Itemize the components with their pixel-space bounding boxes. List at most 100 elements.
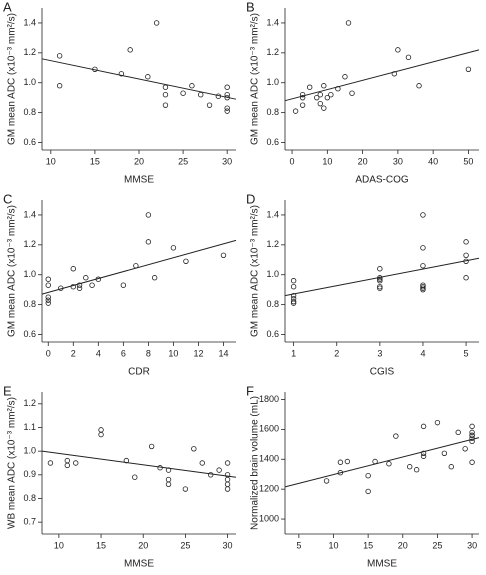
x-tick-label: 0 [46, 348, 51, 358]
panel-label: E [3, 383, 12, 398]
point [189, 83, 195, 89]
y-tick-label: 1.0 [23, 77, 36, 87]
point [45, 297, 51, 303]
x-tick-label: 10 [46, 156, 56, 166]
y-tick-label: 0.8 [23, 107, 36, 117]
point [462, 446, 468, 452]
point [455, 429, 461, 436]
x-tick-label: 25 [180, 540, 190, 550]
y-axis-label: GM mean ADC (x10⁻³ mm²/s) [7, 205, 18, 337]
point [469, 432, 475, 439]
point [70, 266, 76, 272]
point [58, 285, 64, 291]
trend-line [284, 437, 480, 488]
x-axis-label: MMSE [124, 559, 154, 570]
point [206, 102, 213, 108]
x-tick-label: 2 [71, 348, 76, 358]
point [162, 84, 169, 90]
point [198, 91, 204, 98]
point [420, 450, 427, 456]
point [386, 461, 392, 467]
point [47, 460, 54, 466]
point [420, 285, 426, 291]
y-tick-label: 1.4 [23, 17, 36, 27]
point [377, 285, 383, 291]
point [377, 275, 383, 281]
y-tick-label: 0.6 [23, 137, 36, 147]
point [290, 292, 297, 299]
point [45, 300, 51, 306]
point [292, 108, 299, 114]
y-tick-label: 0.8 [266, 107, 279, 117]
y-tick-label: 0.6 [23, 329, 36, 339]
point [132, 474, 138, 480]
x-axis-label: ADAS-COG [355, 175, 409, 186]
point [299, 102, 306, 108]
point [183, 258, 189, 264]
y-tick-label: 1.4 [266, 209, 279, 219]
point [377, 276, 383, 282]
y-tick-label: 0.6 [266, 329, 279, 339]
point [405, 54, 412, 61]
point [306, 84, 313, 90]
trend-line [284, 49, 480, 102]
point [118, 71, 125, 77]
point [224, 94, 230, 101]
x-tick-label: 10 [328, 540, 338, 550]
point [95, 276, 102, 282]
point [420, 263, 426, 269]
x-tick-label: 5 [296, 540, 301, 550]
point [45, 282, 51, 288]
point [420, 283, 426, 290]
point [64, 462, 71, 469]
point [317, 91, 323, 98]
x-tick-label: 10 [322, 156, 332, 166]
y-tick-label: 0.8 [23, 493, 36, 503]
point [224, 481, 231, 487]
x-tick-label: 10 [54, 540, 64, 550]
point [420, 453, 427, 459]
x-tick-label: 6 [121, 348, 126, 358]
point [216, 467, 222, 473]
y-tick-label: 1400 [259, 454, 279, 464]
point [469, 423, 475, 430]
point [182, 486, 189, 492]
point [434, 419, 441, 426]
y-tick-label: 1.4 [266, 17, 279, 27]
point [469, 438, 475, 445]
y-tick-label: 1000 [259, 513, 279, 523]
point [321, 105, 327, 111]
point [463, 239, 469, 245]
point [469, 459, 475, 465]
point [365, 488, 371, 495]
point [73, 460, 79, 466]
y-axis-label: GM mean ADC (x10⁻³ mm²/s) [7, 13, 18, 145]
point [180, 90, 186, 96]
point [448, 464, 454, 470]
point [290, 278, 297, 284]
point [133, 263, 139, 269]
x-tick-label: 15 [90, 156, 100, 166]
point [92, 66, 98, 72]
point [98, 431, 104, 438]
point [469, 435, 475, 442]
point [324, 94, 331, 101]
x-tick-label: 20 [134, 156, 144, 166]
point [349, 90, 355, 96]
x-axis-label: CGIS [370, 367, 395, 378]
x-tick-label: 30 [467, 540, 477, 550]
point [365, 473, 371, 479]
x-tick-label: 8 [146, 348, 151, 358]
x-tick-label: 2 [334, 348, 339, 358]
x-tick-label: 15 [363, 540, 373, 550]
x-tick-label: 50 [463, 156, 473, 166]
y-axis-label: GM mean ADC (x10⁻³ mm²/s) [250, 13, 261, 145]
point [224, 91, 230, 98]
point [165, 476, 172, 483]
x-tick-label: 3 [377, 348, 382, 358]
point [323, 478, 330, 484]
x-tick-label: 20 [358, 156, 368, 166]
trend-line [41, 239, 237, 295]
x-tick-label: 5 [464, 348, 469, 358]
y-axis-label: Normalized brain volume (mL) [250, 396, 261, 530]
